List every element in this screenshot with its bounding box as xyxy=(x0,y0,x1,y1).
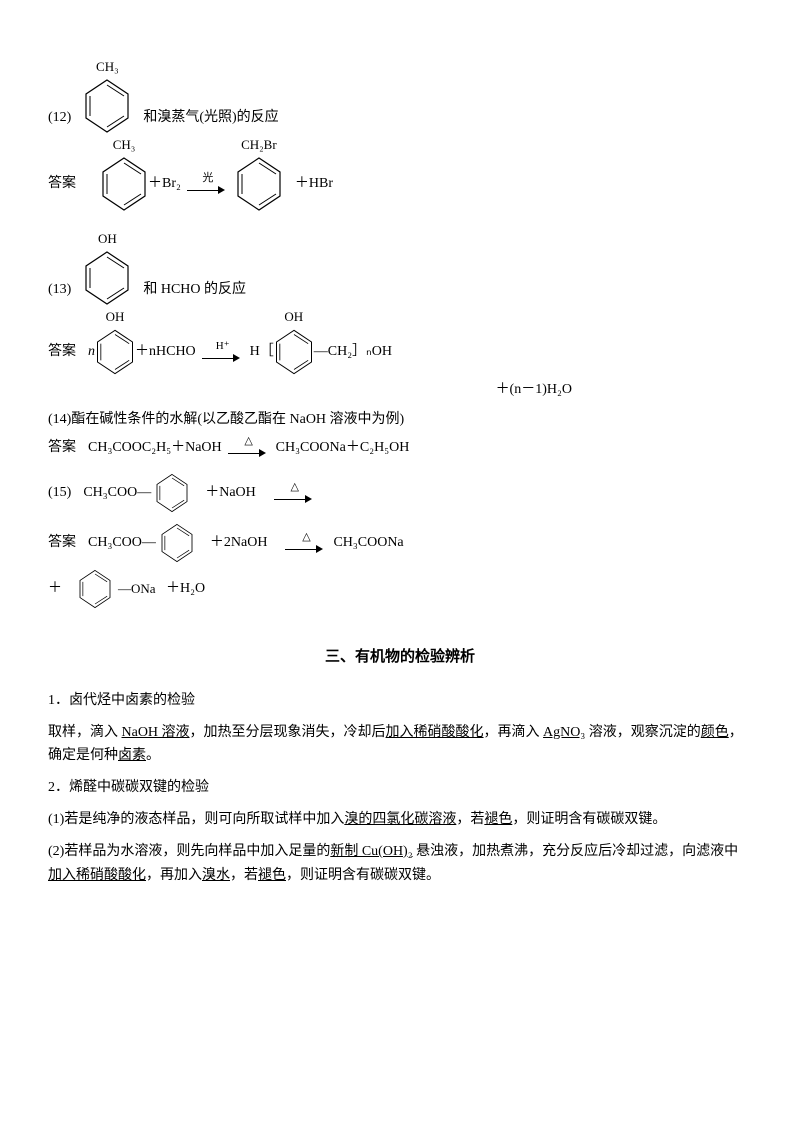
u-naoh: NaOH 溶液 xyxy=(122,725,190,740)
phenol-struct: OH xyxy=(83,250,131,306)
n-coef: n xyxy=(88,340,95,364)
arrow-light: 光 xyxy=(187,173,229,196)
phenol-reactant: OH xyxy=(95,328,135,376)
q15-num: (15) xyxy=(48,481,71,505)
u-brwater: 溴水 xyxy=(202,868,230,883)
q14-ans-label: 答案 xyxy=(48,436,76,460)
p2-head: 2．烯醛中碳碳双键的检验 xyxy=(48,776,752,800)
u-fade2: 褪色 xyxy=(258,868,286,883)
q15-ans-label: 答案 xyxy=(48,531,76,555)
benzyl-bromide: CH₂Br xyxy=(235,156,283,212)
arrow-hplus: H⁺ xyxy=(202,341,244,364)
q12-ans-label: 答案 xyxy=(48,172,76,196)
q15-ester-2: CH₃COO— xyxy=(88,531,156,555)
phenyl-1 xyxy=(151,473,193,513)
u-hno3-2: 加入稀硝酸酸化 xyxy=(48,868,146,883)
q13-num: (13) xyxy=(48,278,71,302)
toluene-reactant: CH₃ xyxy=(100,156,148,212)
nhcho: ＋nHCHO xyxy=(135,340,196,364)
q13-tail: 和 HCHO 的反应 xyxy=(143,278,246,302)
u-cuoh2: 新制 Cu(OH)₂ xyxy=(330,844,412,859)
arrow-heat-2: △ xyxy=(274,482,316,505)
q15-h2o: ＋H₂O xyxy=(166,577,205,601)
q15-2naoh: ＋2NaOH xyxy=(210,531,268,555)
q13-ans-label: 答案 xyxy=(48,340,76,364)
u-hno3: 加入稀硝酸酸化 xyxy=(386,725,484,740)
arrow-heat-1: △ xyxy=(228,436,270,459)
phenyl-2 xyxy=(156,523,198,563)
p2-2: (2)若样品为水溶液，则先向样品中加入足量的新制 Cu(OH)₂ 悬浊液，加热煮… xyxy=(48,840,752,888)
phenol-unit: OH xyxy=(274,328,314,376)
q12-num: (12) xyxy=(48,106,71,130)
phenoxide: —ONa xyxy=(74,569,116,609)
q13-water: ＋(n－1)H₂O xyxy=(496,378,572,402)
p1-head: 1．卤代烃中卤素的检验 xyxy=(48,689,752,713)
p2-1: (1)若是纯净的液态样品，则可向所取试样中加入溴的四氯化碳溶液，若褪色，则证明含… xyxy=(48,808,752,832)
hbr: ＋HBr xyxy=(295,172,333,196)
prod-left-bracket: H［ xyxy=(250,340,274,364)
ch3-label: CH₃ xyxy=(96,56,119,78)
section-3-title: 三、有机物的检验辨析 xyxy=(48,645,752,671)
u-halogen: 卤素 xyxy=(118,748,146,763)
q15-naoh: ＋NaOH xyxy=(205,481,256,505)
u-fade1: 褪色 xyxy=(484,812,512,827)
u-color: 颜色 xyxy=(701,725,729,740)
q14-line: (14)酯在碱性条件的水解(以乙酸乙酯在 NaOH 溶液中为例) xyxy=(48,408,752,432)
u-br-ccl4: 溴的四氯化碳溶液 xyxy=(344,812,456,827)
q12-tail: 和溴蒸气(光照)的反应 xyxy=(143,106,278,130)
p1-body: 取样，滴入 NaOH 溶液，加热至分层现象消失，冷却后加入稀硝酸酸化，再滴入 A… xyxy=(48,721,752,769)
u-agno3: AgNO₃ xyxy=(543,725,585,740)
q14-right: CH₃COONa＋C₂H₅OH xyxy=(276,436,410,460)
br2: ＋Br₂ xyxy=(148,172,181,196)
toluene-struct: CH₃ xyxy=(83,78,131,134)
q15-prod: CH₃COONa xyxy=(333,531,403,555)
prod-right-bracket: —CH₂］ₙOH xyxy=(314,340,392,364)
q15-plus: ＋ xyxy=(48,577,62,601)
arrow-heat-3: △ xyxy=(285,532,327,555)
q15-ester: CH₃COO— xyxy=(83,481,151,505)
q14-left: CH₃COOC₂H₅＋NaOH xyxy=(88,436,222,460)
